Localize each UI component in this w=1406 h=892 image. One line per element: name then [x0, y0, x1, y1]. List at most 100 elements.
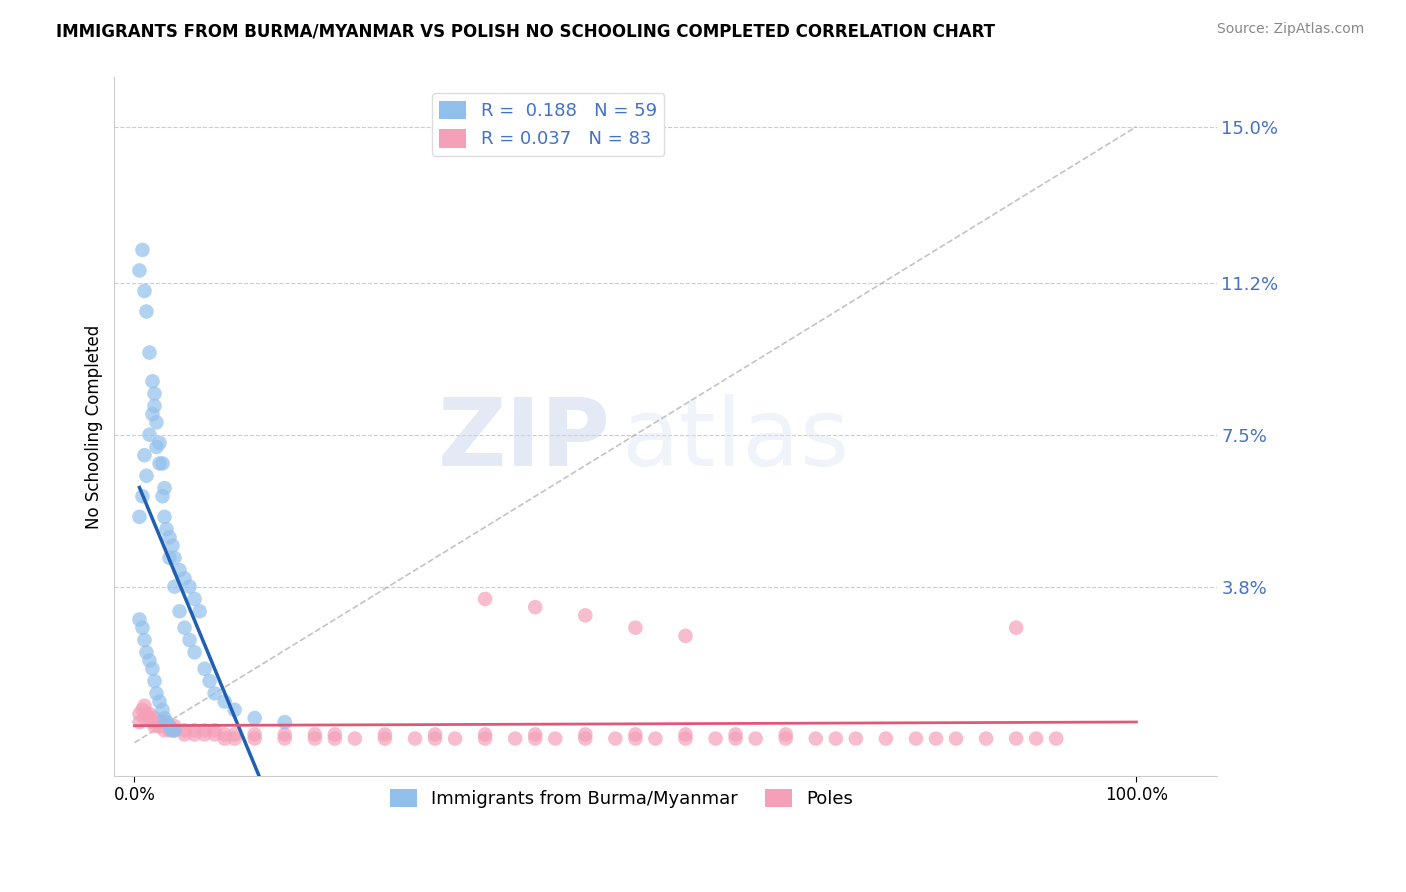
Point [423, 727, 446, 741]
Point [131, 703, 153, 717]
Point [198, 674, 221, 689]
Point [675, 629, 697, 643]
Point [159, 723, 181, 738]
Text: atlas: atlas [621, 394, 849, 486]
Point [574, 608, 596, 623]
Point [148, 436, 170, 450]
Point [188, 604, 211, 618]
Point [145, 416, 167, 430]
Point [274, 715, 297, 730]
Point [1005, 731, 1028, 746]
Point [155, 522, 177, 536]
Point [135, 706, 157, 721]
Point [1005, 621, 1028, 635]
Point [724, 731, 747, 746]
Point [374, 727, 396, 741]
Point [153, 715, 176, 730]
Point [134, 698, 156, 713]
Point [194, 727, 217, 741]
Point [134, 632, 156, 647]
Point [724, 727, 747, 741]
Point [153, 509, 176, 524]
Point [1045, 731, 1067, 746]
Point [163, 723, 186, 738]
Point [173, 621, 195, 635]
Point [214, 727, 236, 741]
Point [214, 695, 236, 709]
Text: Source: ZipAtlas.com: Source: ZipAtlas.com [1216, 22, 1364, 37]
Point [183, 645, 205, 659]
Point [138, 345, 160, 359]
Point [243, 731, 266, 746]
Point [145, 440, 167, 454]
Point [544, 731, 567, 746]
Point [224, 731, 246, 746]
Point [574, 727, 596, 741]
Point [145, 686, 167, 700]
Point [183, 727, 205, 741]
Point [775, 731, 797, 746]
Point [474, 731, 496, 746]
Point [148, 719, 170, 733]
Point [153, 711, 176, 725]
Point [138, 654, 160, 668]
Point [274, 727, 297, 741]
Point [845, 731, 868, 746]
Point [143, 719, 166, 733]
Point [152, 489, 174, 503]
Point [148, 457, 170, 471]
Point [173, 571, 195, 585]
Point [159, 550, 181, 565]
Point [128, 509, 150, 524]
Point [343, 731, 366, 746]
Point [173, 723, 195, 738]
Point [524, 731, 547, 746]
Point [824, 731, 846, 746]
Point [153, 481, 176, 495]
Point [974, 731, 997, 746]
Point [131, 243, 153, 257]
Point [243, 727, 266, 741]
Point [134, 711, 156, 725]
Point [243, 711, 266, 725]
Point [204, 727, 226, 741]
Point [423, 731, 446, 746]
Point [875, 731, 897, 746]
Point [135, 468, 157, 483]
Point [224, 703, 246, 717]
Point [134, 284, 156, 298]
Point [945, 731, 967, 746]
Point [524, 600, 547, 615]
Point [624, 731, 647, 746]
Point [503, 731, 526, 746]
Point [194, 723, 217, 738]
Point [131, 489, 153, 503]
Point [675, 727, 697, 741]
Point [162, 539, 184, 553]
Point [624, 727, 647, 741]
Point [474, 727, 496, 741]
Point [163, 719, 186, 733]
Point [163, 723, 186, 738]
Point [128, 263, 150, 277]
Point [148, 715, 170, 730]
Point [163, 580, 186, 594]
Point [138, 706, 160, 721]
Point [474, 591, 496, 606]
Point [173, 727, 195, 741]
Point [404, 731, 426, 746]
Point [152, 457, 174, 471]
Point [704, 731, 727, 746]
Point [644, 731, 666, 746]
Point [169, 563, 191, 577]
Point [148, 695, 170, 709]
Point [605, 731, 627, 746]
Point [274, 731, 297, 746]
Point [155, 715, 177, 730]
Point [138, 427, 160, 442]
Point [143, 399, 166, 413]
Point [162, 723, 184, 738]
Point [134, 448, 156, 462]
Point [183, 591, 205, 606]
Point [179, 580, 201, 594]
